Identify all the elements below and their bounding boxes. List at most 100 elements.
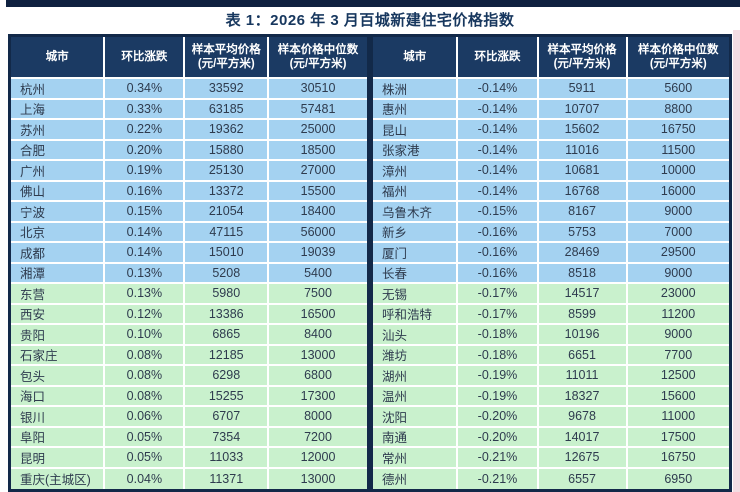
mom-change-cell: 0.08% <box>105 345 186 366</box>
mom-change-cell: 0.13% <box>105 284 186 305</box>
mom-change-cell: -0.18% <box>458 345 539 366</box>
avg-price-cell: 21054 <box>185 202 270 223</box>
city-cell: 苏州 <box>11 120 106 141</box>
mom-change-cell: -0.14% <box>458 140 539 161</box>
avg-price-cell: 6651 <box>538 345 628 366</box>
mom-change-cell: -0.14% <box>458 120 539 141</box>
median-price-cell: 11200 <box>627 304 729 325</box>
avg-price-cell: 10196 <box>538 325 628 346</box>
city-cell: 西安 <box>11 304 106 325</box>
avg-price-cell: 15255 <box>185 386 270 407</box>
city-cell: 乌鲁木齐 <box>373 202 459 223</box>
city-cell: 常州 <box>373 448 459 469</box>
top-divider-bar <box>6 0 740 7</box>
median-price-cell: 16750 <box>627 120 729 141</box>
avg-price-cell: 5753 <box>538 222 628 243</box>
city-cell: 贵阳 <box>11 325 106 346</box>
city-cell: 厦门 <box>373 243 459 264</box>
avg-price-cell: 13386 <box>185 304 270 325</box>
avg-price-cell: 5980 <box>185 284 270 305</box>
median-price-cell: 9000 <box>627 325 729 346</box>
avg-price-cell: 8167 <box>538 202 628 223</box>
avg-price-cell: 9678 <box>538 407 628 428</box>
mom-change-cell: -0.15% <box>458 202 539 223</box>
mom-change-cell: 0.04% <box>105 468 186 489</box>
avg-price-cell: 6298 <box>185 366 270 387</box>
median-price-cell: 11500 <box>627 140 729 161</box>
median-price-cell: 16000 <box>627 181 729 202</box>
avg-price-cell: 47115 <box>185 222 270 243</box>
mom-change-cell: 0.15% <box>105 202 186 223</box>
column-header-avg-price-cell: 样本平均价格 (元/平方米) <box>185 37 270 79</box>
avg-price-cell: 5911 <box>538 79 628 100</box>
mom-change-cell: -0.14% <box>458 181 539 202</box>
avg-price-cell: 6865 <box>185 325 270 346</box>
median-price-cell: 30510 <box>269 79 367 100</box>
median-price-cell: 18400 <box>269 202 367 223</box>
avg-price-cell: 10707 <box>538 99 628 120</box>
city-cell: 新乡 <box>373 222 459 243</box>
city-cell: 广州 <box>11 161 106 182</box>
median-price-cell: 12500 <box>627 366 729 387</box>
mom-change-cell: -0.16% <box>458 222 539 243</box>
city-cell: 无锡 <box>373 284 459 305</box>
median-price-cell: 13000 <box>269 468 367 489</box>
city-cell: 昆明 <box>11 448 106 469</box>
column-header-avg-price-cell: 样本平均价格 (元/平方米) <box>538 37 628 79</box>
avg-price-cell: 19362 <box>185 120 270 141</box>
avg-price-cell: 8518 <box>538 263 628 284</box>
median-price-cell: 17300 <box>269 386 367 407</box>
mom-change-cell: -0.20% <box>458 407 539 428</box>
median-price-cell: 57481 <box>269 99 367 120</box>
mom-change-cell: 0.05% <box>105 448 186 469</box>
avg-price-cell: 11016 <box>538 140 628 161</box>
avg-price-cell: 25130 <box>185 161 270 182</box>
avg-price-cell: 28469 <box>538 243 628 264</box>
city-cell: 沈阳 <box>373 407 459 428</box>
median-price-cell: 15500 <box>269 181 367 202</box>
avg-price-cell: 14017 <box>538 427 628 448</box>
avg-price-cell: 12675 <box>538 448 628 469</box>
avg-price-cell: 11371 <box>185 468 270 489</box>
city-cell: 杭州 <box>11 79 106 100</box>
table-right-half: 城市 环比涨跌 样本平均价格 (元/平方米) 样本价格中位数 (元/平方米) 株洲 -0.14… <box>373 37 729 489</box>
city-cell: 北京 <box>11 222 106 243</box>
column-header-city-cell: 城市 <box>373 37 459 79</box>
median-price-cell: 19039 <box>269 243 367 264</box>
column-header-mom-change-cell: 环比涨跌 <box>458 37 539 79</box>
median-price-cell: 8800 <box>627 99 729 120</box>
city-cell: 石家庄 <box>11 345 106 366</box>
mom-change-cell: 0.08% <box>105 386 186 407</box>
avg-price-cell: 12185 <box>185 345 270 366</box>
mom-change-cell: -0.20% <box>458 427 539 448</box>
city-cell: 呼和浩特 <box>373 304 459 325</box>
column-header-mom-change-cell: 环比涨跌 <box>105 37 186 79</box>
city-cell: 潍坊 <box>373 345 459 366</box>
median-price-cell: 9000 <box>627 202 729 223</box>
median-price-cell: 8400 <box>269 325 367 346</box>
mom-change-cell: 0.10% <box>105 325 186 346</box>
mom-change-cell: 0.33% <box>105 99 186 120</box>
mom-change-cell: 0.22% <box>105 120 186 141</box>
median-price-cell: 6950 <box>627 468 729 489</box>
mom-change-cell: -0.16% <box>458 243 539 264</box>
avg-price-cell: 10681 <box>538 161 628 182</box>
median-price-cell: 27000 <box>269 161 367 182</box>
city-cell: 包头 <box>11 366 106 387</box>
avg-price-cell: 7354 <box>185 427 270 448</box>
mom-change-cell: 0.14% <box>105 222 186 243</box>
city-cell: 漳州 <box>373 161 459 182</box>
avg-price-cell: 13372 <box>185 181 270 202</box>
mom-change-cell: -0.17% <box>458 284 539 305</box>
city-cell: 汕头 <box>373 325 459 346</box>
city-cell: 佛山 <box>11 181 106 202</box>
avg-price-cell: 16768 <box>538 181 628 202</box>
median-price-cell: 13000 <box>269 345 367 366</box>
city-cell: 宁波 <box>11 202 106 223</box>
mom-change-cell: 0.19% <box>105 161 186 182</box>
column-header-city-cell: 城市 <box>11 37 106 79</box>
city-cell: 东营 <box>11 284 106 305</box>
mom-change-cell: -0.14% <box>458 161 539 182</box>
city-cell: 合肥 <box>11 140 106 161</box>
